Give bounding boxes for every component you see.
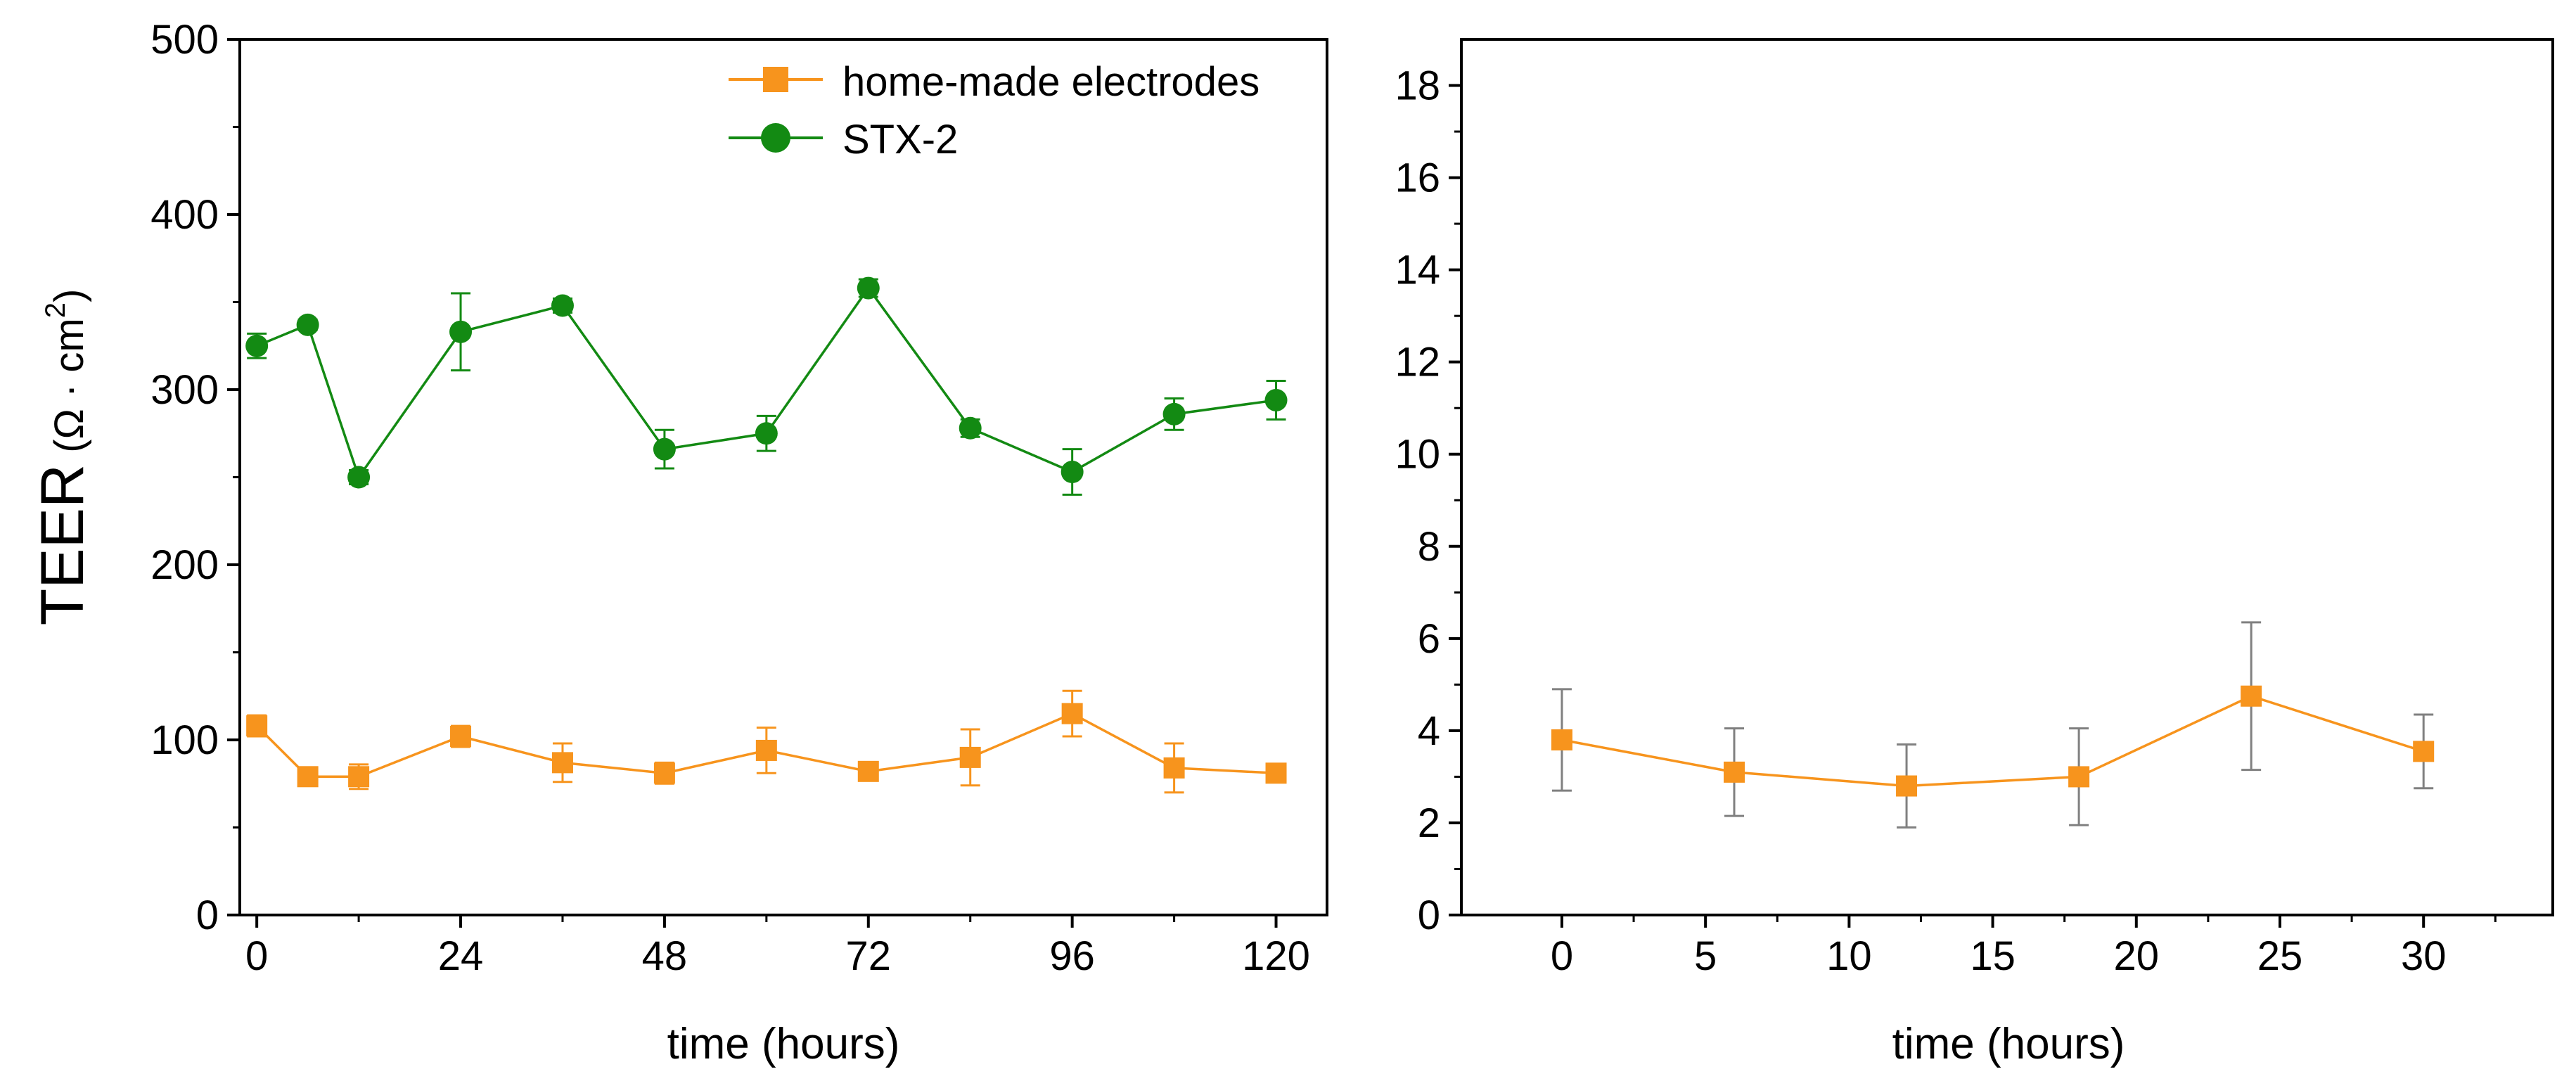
y-tick-label: 12 (1395, 340, 1440, 385)
y-tick-label: 400 (150, 192, 219, 238)
data-point-stx2 (347, 466, 371, 489)
data-point-stx2 (755, 422, 778, 445)
legend-marker-stx2 (761, 123, 790, 153)
y-tick-label: 4 (1418, 708, 1440, 754)
legend-label-stx2: STX-2 (842, 117, 958, 162)
x-tick-label: 120 (1242, 933, 1310, 979)
data-point-home-made (755, 739, 777, 761)
left-axis-ticks: 0 24 48 72 96 120 0 100 200 300 400 500 (150, 17, 1310, 979)
left-x-axis-title: time (hours) (667, 1020, 900, 1068)
y-tick-label: 500 (150, 17, 219, 63)
y-tick-label: 8 (1418, 524, 1440, 570)
x-tick-label: 10 (1826, 933, 1872, 979)
data-point-home-made (857, 760, 879, 782)
data-point-home-made (2413, 741, 2435, 762)
data-point-stx2 (551, 294, 574, 317)
y-tick-label: 16 (1395, 155, 1440, 201)
y-axis-title-unit: (Ω · cm (46, 318, 92, 464)
y-tick-label: 300 (150, 367, 219, 413)
data-point-home-made (551, 752, 573, 774)
x-tick-label: 25 (2257, 933, 2303, 979)
y-tick-label: 18 (1395, 63, 1440, 109)
data-point-home-made (1551, 729, 1572, 750)
y-tick-label: 100 (150, 717, 219, 763)
data-point-stx2 (245, 334, 269, 357)
x-tick-label: 96 (1049, 933, 1095, 979)
right-x-axis-title: time (hours) (1892, 1020, 2125, 1068)
legend: home-made electrodes STX-2 (729, 59, 1260, 162)
data-point-home-made (1724, 761, 1745, 783)
right-axis-ticks: 0 5 10 15 20 25 30 0 2 4 6 8 10 12 14 16 18 (1395, 63, 2497, 979)
y-tick-label: 10 (1395, 432, 1440, 478)
data-point-home-made (450, 726, 472, 748)
y-tick-label: 0 (196, 893, 219, 938)
x-tick-label: 30 (2401, 933, 2447, 979)
y-axis-title: TEER (Ω · cm2) (29, 289, 96, 626)
data-point-home-made (348, 766, 370, 788)
x-tick-label: 0 (245, 933, 268, 979)
y-axis-title-unit-sup: 2 (40, 302, 71, 318)
data-point-stx2 (959, 416, 982, 440)
right-plot-frame (1460, 38, 2554, 916)
x-tick-label: 24 (438, 933, 484, 979)
data-point-stx2 (1060, 461, 1084, 484)
data-point-home-made (959, 746, 981, 768)
data-point-home-made (653, 762, 675, 784)
left-plot-frame (238, 38, 1328, 916)
y-tick-label: 0 (1418, 893, 1440, 938)
x-tick-label: 5 (1694, 933, 1717, 979)
y-tick-label: 2 (1418, 800, 1440, 846)
left-panel: 0 24 48 72 96 120 0 100 200 300 400 500 time (hours… (150, 17, 1328, 1068)
y-axis-title-unit-close: ) (46, 289, 92, 302)
data-point-stx2 (296, 313, 319, 336)
data-point-home-made (2068, 766, 2090, 788)
legend-marker-home-made (763, 67, 788, 92)
series-line-home-made (1561, 694, 2424, 788)
y-tick-label: 14 (1395, 248, 1440, 293)
data-point-home-made (1061, 703, 1083, 724)
data-point-home-made (1265, 762, 1287, 784)
data-point-stx2 (653, 437, 676, 461)
x-tick-label: 48 (642, 933, 688, 979)
data-point-stx2 (1162, 402, 1186, 426)
left-data-layer (245, 276, 1288, 794)
data-point-home-made (297, 766, 319, 788)
x-tick-label: 72 (846, 933, 892, 979)
data-point-stx2 (1264, 388, 1288, 411)
data-point-stx2 (449, 320, 473, 343)
data-point-home-made (2241, 685, 2262, 707)
right-data-layer (1551, 621, 2435, 829)
x-tick-label: 15 (1970, 933, 2016, 979)
data-point-home-made (1163, 757, 1185, 779)
y-tick-label: 6 (1418, 616, 1440, 662)
y-axis-title-main: TEER (29, 464, 96, 625)
right-panel: 0 5 10 15 20 25 30 0 2 4 6 8 10 12 14 16 18 time (hours) (1395, 38, 2554, 1068)
data-point-home-made (246, 715, 268, 737)
legend-label-home-made: home-made electrodes (842, 59, 1260, 105)
x-tick-label: 20 (2114, 933, 2160, 979)
data-point-home-made (1896, 775, 1918, 797)
series-line-stx2 (256, 286, 1276, 480)
x-tick-label: 0 (1551, 933, 1573, 979)
y-tick-label: 200 (150, 542, 219, 588)
data-point-stx2 (857, 276, 880, 300)
